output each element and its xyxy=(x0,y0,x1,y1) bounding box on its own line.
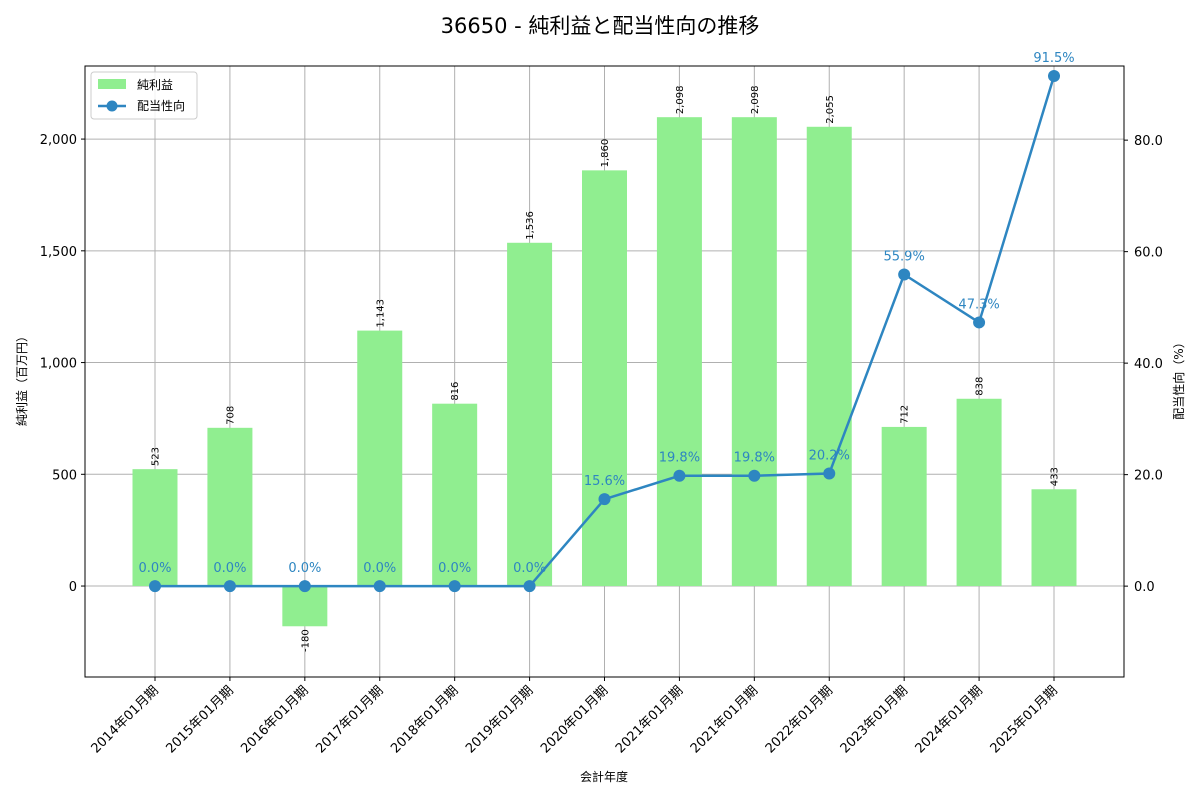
bar xyxy=(582,170,627,587)
bar xyxy=(507,242,553,587)
bar-value-label: 523 xyxy=(151,447,162,466)
line-marker xyxy=(298,580,311,593)
left-tick-label: 1,000 xyxy=(40,357,77,372)
x-tick-label: 2015年01月期 xyxy=(163,683,236,756)
left-tick-label: 2,000 xyxy=(40,133,77,148)
line-series-payout-ratio xyxy=(149,70,1060,593)
left-tick-label: 0 xyxy=(69,580,77,595)
payout-ratio-label: 0.0% xyxy=(213,561,246,576)
bar xyxy=(132,469,178,587)
right-y-axis-label: 配当性向（%） xyxy=(1171,336,1186,419)
bar xyxy=(432,403,478,587)
line-marker xyxy=(673,469,686,482)
bar xyxy=(282,586,328,627)
right-y-axis: 0.0 20.0 40.0 60.0 80.0 xyxy=(1124,134,1163,595)
x-tick-label: 2024年01月期 xyxy=(913,683,986,756)
bar-value-label: 2,098 xyxy=(750,86,761,115)
line-marker xyxy=(223,580,236,593)
right-tick-label: 40.0 xyxy=(1134,357,1163,372)
left-y-axis-label: 純利益（百万円） xyxy=(15,330,29,426)
bar-value-label: 1,860 xyxy=(600,139,611,168)
legend: 純利益 配当性向 xyxy=(90,71,198,120)
payout-ratio-label: 0.0% xyxy=(363,561,396,576)
payout-ratio-label: 0.0% xyxy=(438,561,471,576)
line-marker xyxy=(149,580,161,593)
bar-value-label: 433 xyxy=(1050,467,1061,486)
legend-label-payout-ratio: 配当性向 xyxy=(137,98,185,113)
payout-ratio-label: 0.0% xyxy=(138,561,171,576)
bar-value-label: 712 xyxy=(900,405,911,424)
x-tick-label: 2016年01月期 xyxy=(238,683,311,756)
legend-marker-icon xyxy=(106,100,118,112)
right-tick-label: 60.0 xyxy=(1134,246,1163,261)
bar-value-label: 2,098 xyxy=(675,86,686,115)
x-tick-label: 2021年01月期 xyxy=(688,683,761,756)
line-marker xyxy=(1048,70,1060,83)
bar-value-label: -180 xyxy=(300,629,311,652)
line-value-labels: 0.0% 0.0% 0.0% 0.0% 0.0% 0.0% 15.6% 19.8% 19.8% 2… xyxy=(138,51,1074,576)
x-axis-label: 会計年度 xyxy=(580,769,628,784)
line-marker xyxy=(898,268,911,281)
bar-series-net-income xyxy=(132,117,1077,627)
line-marker xyxy=(373,580,386,593)
payout-ratio-label: 91.5% xyxy=(1033,51,1074,66)
x-tick-label: 2020年01月期 xyxy=(538,683,611,756)
left-y-axis: 0 500 1,000 1,500 2,000 xyxy=(40,133,85,595)
line-marker xyxy=(973,316,986,329)
x-tick-label: 2014年01月期 xyxy=(89,683,162,756)
x-tick-label: 2025年01月期 xyxy=(988,683,1061,756)
x-axis: 2014年01月期 2015年01月期 2016年01月期 2017年01月期 2018… xyxy=(89,677,1061,757)
bar xyxy=(1031,489,1077,587)
payout-ratio-label: 15.6% xyxy=(584,474,625,489)
line-marker xyxy=(823,467,836,480)
bar-value-label: 708 xyxy=(225,406,236,425)
bar-value-label: 816 xyxy=(450,382,461,401)
bar-value-label: 1,143 xyxy=(375,299,386,328)
left-tick-label: 500 xyxy=(52,468,77,483)
chart-title: 36650 - 純利益と配当性向の推移 xyxy=(441,14,760,38)
payout-ratio-label: 19.8% xyxy=(734,451,775,466)
line-marker xyxy=(448,580,461,593)
line-marker xyxy=(523,580,536,593)
bar-value-label: 2,055 xyxy=(825,95,836,124)
legend-bar-swatch xyxy=(98,79,126,89)
line-marker xyxy=(748,469,761,482)
x-tick-label: 2018年01月期 xyxy=(388,683,461,756)
bar-value-label: 1,536 xyxy=(525,211,536,240)
left-tick-label: 1,500 xyxy=(40,245,77,260)
x-tick-label: 2023年01月期 xyxy=(838,683,911,756)
payout-ratio-label: 55.9% xyxy=(884,249,925,264)
x-tick-label: 2019年01月期 xyxy=(463,683,536,756)
x-tick-label: 2017年01月期 xyxy=(313,683,386,756)
bar xyxy=(956,398,1002,587)
right-tick-label: 0.0 xyxy=(1134,580,1155,595)
bar xyxy=(806,126,852,587)
bar xyxy=(207,427,253,587)
payout-ratio-label: 47.3% xyxy=(958,297,999,312)
bar xyxy=(731,117,777,587)
payout-ratio-label: 0.0% xyxy=(513,561,546,576)
bar xyxy=(881,426,927,587)
bar xyxy=(357,330,403,587)
bar-value-label: 838 xyxy=(975,377,986,396)
payout-ratio-label: 19.8% xyxy=(659,451,700,466)
x-tick-label: 2021年01月期 xyxy=(613,683,686,756)
line-marker xyxy=(598,493,611,506)
right-tick-label: 20.0 xyxy=(1134,469,1163,484)
bar xyxy=(656,117,702,587)
legend-label-net-income: 純利益 xyxy=(137,78,173,92)
payout-ratio-label: 0.0% xyxy=(288,561,321,576)
bar-value-labels: 523 708 -180 1,143 816 1,536 1,860 2,098 2,098 2,… xyxy=(151,86,1061,652)
x-tick-label: 2022年01月期 xyxy=(763,683,836,756)
right-tick-label: 80.0 xyxy=(1134,134,1163,149)
payout-ratio-label: 20.2% xyxy=(809,449,850,464)
